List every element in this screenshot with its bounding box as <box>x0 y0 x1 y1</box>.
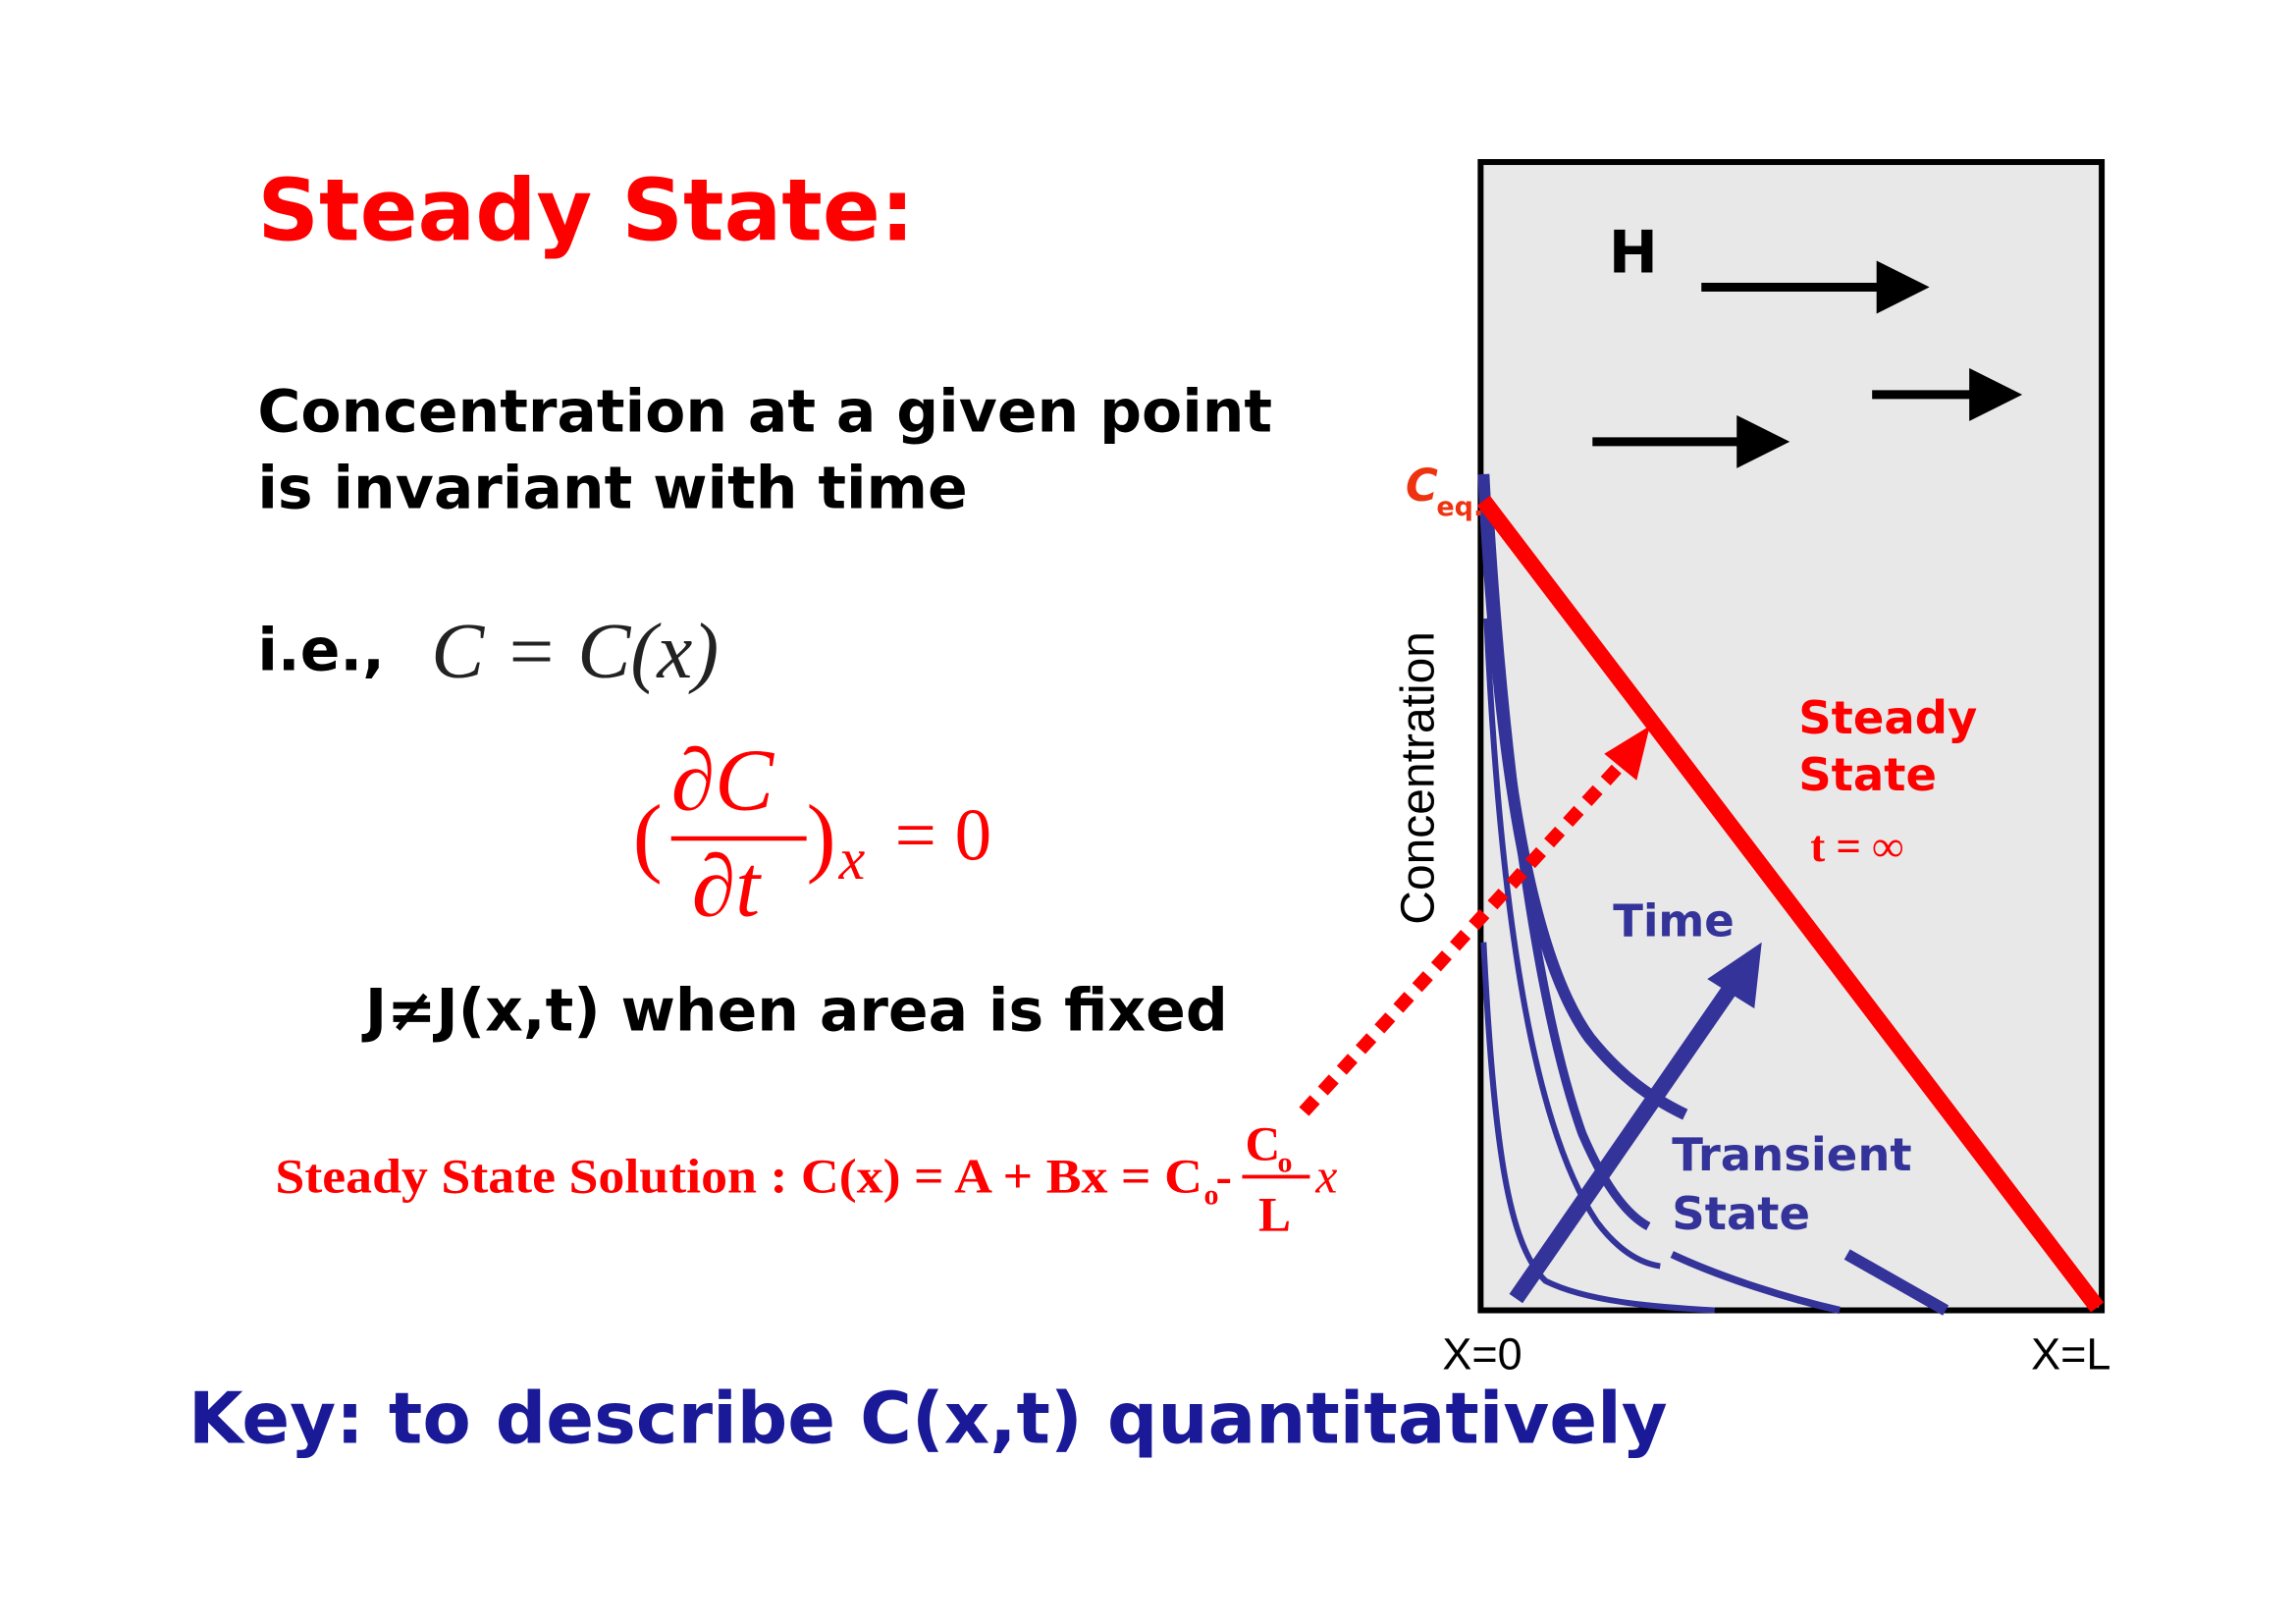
fraction-numerator-sub: o <box>1277 1147 1292 1179</box>
solution-label: Steady State Solution : C(x) = A + Bx = … <box>275 1150 1202 1204</box>
x0-label: X=0 <box>1442 1329 1522 1380</box>
fraction-numerator: C <box>1245 1117 1280 1171</box>
steady-state-line <box>1476 495 2105 1313</box>
subscript: x <box>838 827 866 892</box>
ie-equation: C = C(x) <box>431 607 719 695</box>
numerator: ∂C <box>671 732 774 830</box>
y-axis-label: Concentration <box>1392 631 1444 925</box>
diagram-box <box>1477 159 2106 1314</box>
steady-label-1: Steady <box>1798 691 1977 744</box>
partial-derivative-equation: ( ∂C ∂t ) x = 0 <box>633 732 991 936</box>
transient-label-2: State <box>1672 1187 1810 1240</box>
transient-label-1: Transient <box>1672 1128 1911 1181</box>
description-line-1: Concentration at a given point <box>257 377 1272 446</box>
solution-fraction-bar <box>1242 1174 1310 1179</box>
transient-curve <box>1484 514 1651 1231</box>
ceq-label: C <box>1406 460 1438 512</box>
key-statement: Key: to describe C(x,t) quantitatively <box>188 1377 1668 1459</box>
steady-state-solution: Steady State Solution : C(x) = A + Bx = … <box>275 1117 1337 1242</box>
transient-curve <box>1843 1249 1949 1316</box>
paren-close: ) <box>807 788 836 886</box>
description-line-2: is invariant with time <box>257 454 967 522</box>
time-arrow <box>1509 978 1741 1304</box>
slide-title: Steady State: <box>257 160 914 260</box>
dotted-pointer-arrow <box>1299 753 1631 1116</box>
t-infinity-label: t = ∞ <box>1810 822 1903 871</box>
flux-statement: J≠J(x,t) when area is fixed <box>361 977 1228 1046</box>
ie-prefix: i.e., <box>257 616 385 684</box>
transient-curve <box>1670 1251 1842 1315</box>
solution-sub: o <box>1203 1179 1218 1212</box>
fraction-denominator: L <box>1258 1188 1291 1242</box>
ceq-subscript: eq. <box>1436 492 1483 522</box>
xl-label: X=L <box>2031 1329 2110 1380</box>
pointer-arrow-head-icon <box>1604 726 1650 781</box>
solution-minus: - <box>1215 1150 1231 1204</box>
steady-label-2: State <box>1798 748 1937 801</box>
time-arrow-head-icon <box>1707 942 1762 1009</box>
time-label: Time <box>1613 895 1734 947</box>
rhs: = 0 <box>895 795 992 877</box>
fraction-bar <box>670 836 807 841</box>
solution-tail: x <box>1314 1150 1337 1204</box>
paren-open: ( <box>633 788 663 886</box>
concentration-diagram: H C eq. Concentration Steady State t = ∞… <box>1299 159 2110 1380</box>
h-label: H <box>1609 218 1658 287</box>
denominator: ∂t <box>692 839 762 936</box>
transient-curve <box>1483 618 1661 1270</box>
